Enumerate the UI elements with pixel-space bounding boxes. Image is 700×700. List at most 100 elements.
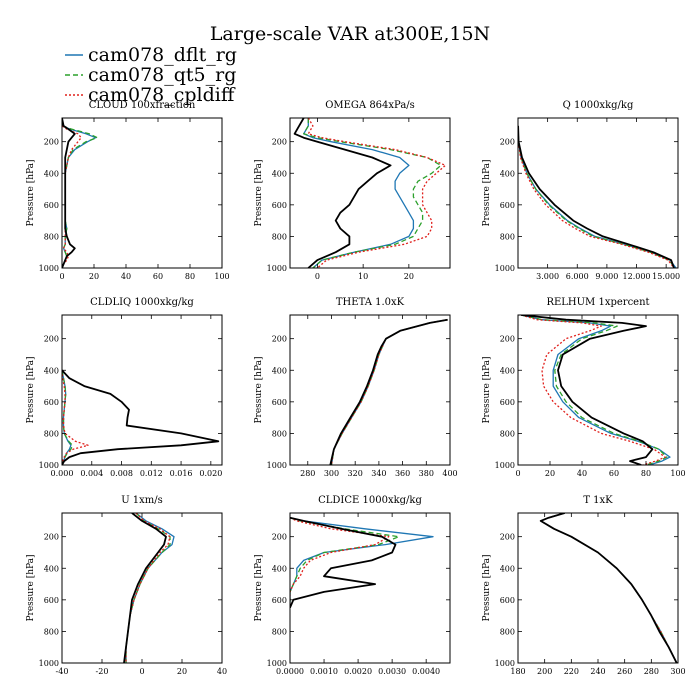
series-line-4 [290, 516, 397, 609]
y-axis-label: Pressure [hPa] [26, 356, 36, 423]
x-tick-label: 100 [214, 272, 229, 281]
panel-6: RELHUM 1xpercent 0 20 40 60 80 100 200 400 600 800… [482, 297, 686, 478]
y-tick-label: 800 [500, 627, 515, 636]
x-tick-label: 40 [577, 469, 587, 478]
x-tick-label: 20 [89, 272, 99, 281]
y-axis-label: Pressure [hPa] [254, 159, 264, 226]
x-tick-label: 0.0020 [344, 667, 372, 676]
y-tick-label: 1000 [267, 659, 287, 668]
x-tick-label: 20 [404, 272, 414, 281]
panel-title: CLOUD 100xfraction [89, 100, 196, 111]
y-tick-label: 1000 [39, 461, 59, 470]
x-tick-label: 380 [419, 469, 434, 478]
y-tick-label: 600 [44, 596, 59, 605]
x-tick-label: 0.0030 [378, 667, 406, 676]
y-axis-label: Pressure [hPa] [26, 159, 36, 226]
panel-2: OMEGA 864xPa/s 0 10 20 200 400 600 800 1000 Press… [254, 100, 451, 281]
y-tick-label: 400 [272, 366, 287, 375]
y-tick-label: 200 [500, 533, 515, 542]
series-line-1 [540, 513, 678, 663]
plot-frame [517, 117, 679, 269]
x-tick-label: 0 [59, 272, 64, 281]
y-tick-label: 200 [272, 138, 287, 147]
series-line-1 [303, 118, 415, 268]
y-axis-label: Pressure [hPa] [482, 554, 492, 621]
y-tick-label: 800 [44, 232, 59, 241]
x-tick-label: 260 [617, 667, 632, 676]
panel-4: CLDLIQ 1000xkg/kg 0.000 0.004 0.008 0.012 0.0… [26, 297, 223, 478]
x-tick-label: 100 [670, 469, 685, 478]
x-tick-label: 10 [358, 272, 368, 281]
series-line-3 [518, 125, 675, 268]
x-tick-label: 280 [300, 469, 315, 478]
legend: cam078_dflt_rg cam078_qt5_rg cam078_cpld… [65, 44, 237, 106]
series-line-3 [330, 319, 448, 465]
y-axis-label: Pressure [hPa] [26, 554, 36, 621]
panel-title: OMEGA 864xPa/s [325, 100, 415, 111]
y-tick-label: 200 [44, 138, 59, 147]
x-tick-label: 0.0000 [276, 667, 304, 676]
plot-frame [289, 512, 451, 664]
x-tick-label: 0.004 [80, 469, 103, 478]
series-line-2 [330, 319, 448, 465]
x-tick-label: -40 [56, 667, 69, 676]
y-tick-label: 400 [500, 169, 515, 178]
panel-title: THETA 1.0xK [336, 297, 405, 308]
panel-1: CLOUD 100xfraction 0 20 40 60 80 100 200 400 600 8… [26, 100, 230, 281]
y-tick-label: 600 [272, 596, 287, 605]
y-tick-label: 400 [272, 169, 287, 178]
x-tick-label: 60 [609, 469, 619, 478]
series-line-4 [521, 315, 654, 465]
y-tick-label: 400 [44, 366, 59, 375]
y-tick-label: 1000 [495, 659, 515, 668]
panel-title: U 1xm/s [121, 495, 163, 506]
y-tick-label: 800 [272, 627, 287, 636]
x-tick-label: 0.012 [140, 469, 163, 478]
x-tick-label: 320 [348, 469, 363, 478]
x-tick-label: 0.016 [170, 469, 193, 478]
panel-title: T 1xK [583, 495, 613, 506]
series-line-3 [125, 513, 171, 663]
y-tick-label: 1000 [267, 461, 287, 470]
legend-label-3: cam078_cpldiff [88, 84, 236, 106]
series-line-4 [123, 513, 167, 663]
series-line-2 [62, 118, 98, 268]
series-line-4 [62, 118, 76, 268]
x-tick-label: 0 [315, 272, 320, 281]
x-tick-label: 9.000 [595, 272, 618, 281]
panel-5: THETA 1.0xK 280 300 320 340 360 380 400 200 400 60… [254, 297, 458, 478]
panel-title: CLDICE 1000xkg/kg [318, 495, 422, 506]
y-tick-label: 800 [272, 429, 287, 438]
x-tick-label: 300 [670, 667, 685, 676]
legend-label-2: cam078_qt5_rg [88, 64, 236, 86]
x-tick-label: 220 [564, 667, 579, 676]
y-tick-label: 600 [44, 201, 59, 210]
y-axis-label: Pressure [hPa] [254, 554, 264, 621]
y-tick-label: 600 [500, 201, 515, 210]
x-tick-label: 40 [121, 272, 131, 281]
y-axis-label: Pressure [hPa] [254, 356, 264, 423]
x-tick-label: 280 [644, 667, 659, 676]
series-line-3 [307, 118, 447, 268]
y-tick-label: 800 [44, 627, 59, 636]
plot-frame [61, 314, 223, 466]
y-tick-label: 1000 [267, 264, 287, 273]
x-tick-label: 0.0010 [310, 667, 338, 676]
plot-frame [517, 512, 679, 664]
y-tick-label: 600 [500, 398, 515, 407]
x-tick-label: 200 [537, 667, 552, 676]
series-line-4 [518, 125, 675, 268]
series-line-1 [290, 517, 434, 608]
x-tick-label: 240 [590, 667, 605, 676]
panel-8: CLDICE 1000xkg/kg 0.0000 0.0010 0.0020 0.003… [254, 495, 451, 676]
x-tick-label: -20 [96, 667, 109, 676]
plot-frame [61, 512, 223, 664]
main-title: Large-scale VAR at300E,15N [210, 23, 490, 45]
series-line-4 [62, 369, 220, 465]
y-tick-label: 600 [272, 201, 287, 210]
plot-frame [289, 314, 451, 466]
series-line-4 [539, 513, 678, 663]
x-tick-label: 40 [217, 667, 227, 676]
x-tick-label: 6.000 [566, 272, 589, 281]
